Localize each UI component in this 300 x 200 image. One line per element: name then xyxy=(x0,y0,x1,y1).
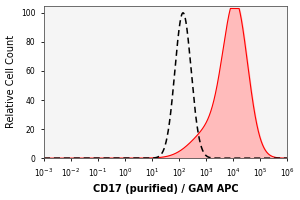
X-axis label: CD17 (purified) / GAM APC: CD17 (purified) / GAM APC xyxy=(93,184,238,194)
Y-axis label: Relative Cell Count: Relative Cell Count xyxy=(6,35,16,128)
